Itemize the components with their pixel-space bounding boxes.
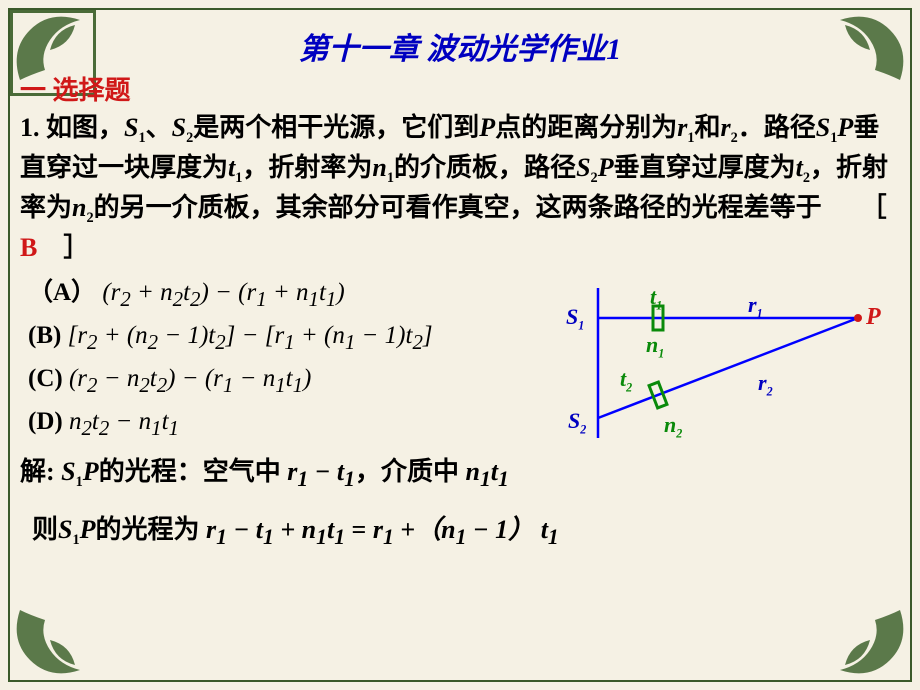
diag-t2: t2 [620,366,632,395]
diagram-svg [568,288,888,458]
sym-r1: r [677,113,687,142]
solution-line2: 则S1P的光程为 r1 − t1 + n1t1 = r1 +（n1 − 1） t… [32,509,900,550]
optics-diagram: S1 S2 P r1 r2 t1 n1 t2 n2 [568,288,888,458]
sym-P: P [479,113,495,142]
question-text: 1. 如图，S1、S2是两个相干光源，它们到P点的距离分别为r1和r2．路径S1… [20,109,900,266]
diag-t1: t1 [650,284,662,313]
optD-label: (D) [28,408,63,435]
qt9: 的介质板，路径 [394,153,576,182]
diag-n1: n1 [646,332,664,361]
optB-label: (B) [28,322,61,349]
diag-r1: r1 [748,292,763,321]
diag-S1: S1 [566,304,584,333]
sol2b: 的光程为 [96,515,207,544]
qt12: 的另一介质板，其余部分可看作真空，这两条路径的光程差等于 ［ [94,193,913,222]
sym-S1P: S [816,113,830,142]
qt10: 垂直穿过厚度为 [614,153,796,182]
qt1: 如图， [46,113,124,142]
sym-n1: n [372,153,386,182]
qt13: ］ [37,233,89,262]
optC-label: (C) [28,365,63,392]
sym-S2: S [172,113,186,142]
sym-r2: r [721,113,731,142]
diag-n2: n2 [664,412,682,441]
sol2a: 则 [32,515,58,544]
qt8: ，折射率为 [242,153,372,182]
qt5: 和 [694,113,720,142]
answer-letter: B [20,233,37,262]
sol1c: ，介质中 [355,457,466,486]
qt4: 点的距离分别为 [495,113,677,142]
diag-S2: S2 [568,408,586,437]
sym-t2: t [796,153,803,182]
slide-content: 第十一章 波动光学作业1 一 选择题 1. 如图，S1、S2是两个相干光源，它们… [20,20,900,670]
sym-n2: n [72,193,86,222]
qt3: 是两个相干光源，它们到 [193,113,479,142]
sym-S1: S [124,113,138,142]
optA-label: （A） [28,279,96,306]
sol-label: 解: [20,457,55,486]
chapter-title: 第十一章 波动光学作业1 [20,24,900,68]
qnum: 1. [20,113,40,142]
section-heading: 一 选择题 [20,70,900,107]
qt6: ．路径 [738,113,816,142]
sym-S2P: S [576,153,590,182]
qt2: 、 [146,113,172,142]
diag-P: P [866,304,881,331]
sol1b: 的光程：空气中 [99,457,288,486]
diag-r2: r2 [758,370,773,399]
